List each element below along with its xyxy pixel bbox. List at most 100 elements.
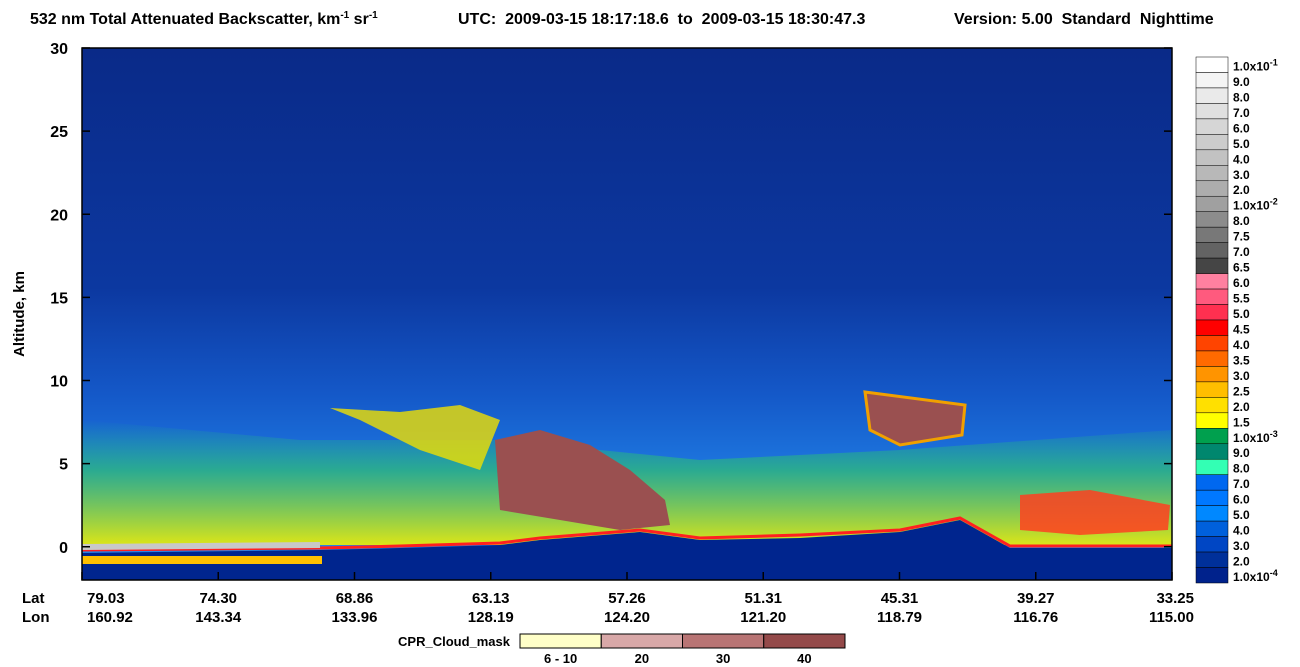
lon-tick-label: 116.76 bbox=[1013, 609, 1058, 626]
colorbar-cell bbox=[1195, 103, 1229, 120]
colorbar-label: 8.0 bbox=[1233, 90, 1250, 104]
aerosol bbox=[1020, 490, 1170, 535]
colorbar-label: 7.0 bbox=[1233, 245, 1250, 259]
colorbar-cell bbox=[1195, 180, 1229, 197]
colorbar-cell bbox=[1195, 56, 1229, 73]
colorbar-label: 9.0 bbox=[1233, 75, 1250, 89]
colorbar-cell bbox=[1195, 350, 1229, 367]
cloud-mask-cell bbox=[600, 633, 683, 649]
utc-range: UTC: 2009-03-15 18:17:18.6 to 2009-03-15… bbox=[458, 11, 865, 28]
ground bbox=[82, 520, 1172, 580]
colorbar-label: 4.0 bbox=[1233, 524, 1250, 538]
surface-return bbox=[81, 542, 321, 550]
colorbar-cell bbox=[1195, 165, 1229, 182]
colorbar-label: 8.0 bbox=[1233, 214, 1250, 228]
colorbar-label-text: 1.0x10 bbox=[1233, 59, 1270, 73]
colorbar-label: 5.5 bbox=[1233, 292, 1250, 306]
colorbar-label: 8.0 bbox=[1233, 462, 1250, 476]
y-tick-label: 0 bbox=[59, 540, 68, 557]
colorbar-label: 6.0 bbox=[1233, 493, 1250, 507]
colorbar-label: 1.0x10-1 bbox=[1233, 57, 1278, 73]
colorbar-cell bbox=[1195, 288, 1229, 305]
colorbar-label: 2.5 bbox=[1233, 384, 1250, 398]
colorbar-cell bbox=[1195, 149, 1229, 166]
colorbar-cell bbox=[1195, 304, 1229, 321]
cloud-mask-label: 20 bbox=[635, 651, 649, 666]
colorbar-label: 3.0 bbox=[1233, 539, 1250, 553]
colorbar-label: 1.5 bbox=[1233, 415, 1250, 429]
surface-band bbox=[82, 556, 322, 564]
colorbar-cell bbox=[1195, 242, 1229, 259]
cloud-mask-cell bbox=[763, 633, 846, 649]
colorbar-label-sup: -1 bbox=[1270, 57, 1278, 67]
colorbar-cell bbox=[1195, 366, 1229, 383]
lon-tick-label: 124.20 bbox=[604, 609, 650, 626]
cloud-mask-cell bbox=[682, 633, 765, 649]
title-sup: -1 bbox=[340, 10, 349, 21]
lon-tick-label: 160.92 bbox=[87, 609, 133, 626]
colorbar-label: 3.5 bbox=[1233, 353, 1250, 367]
colorbar-cell bbox=[1195, 134, 1229, 151]
colorbar-cell bbox=[1195, 458, 1229, 475]
colorbar-label: 2.0 bbox=[1233, 400, 1250, 414]
colorbar-cell bbox=[1195, 397, 1229, 414]
cloud bbox=[330, 405, 500, 470]
lon-tick-label: 121.20 bbox=[740, 609, 786, 626]
title-text: 532 nm Total Attenuated Backscatter, km bbox=[30, 11, 340, 28]
y-tick-label: 15 bbox=[50, 290, 68, 307]
colorbar-label-sup: -3 bbox=[1270, 429, 1278, 439]
colorbar-label: 5.0 bbox=[1233, 307, 1250, 321]
colorbar-cell bbox=[1195, 118, 1229, 135]
cloud bbox=[863, 390, 967, 447]
colorbar-label: 7.0 bbox=[1233, 106, 1250, 120]
title-sup: -1 bbox=[369, 10, 378, 21]
colorbar-label: 1.0x10-3 bbox=[1233, 429, 1278, 445]
colorbar-label: 3.0 bbox=[1233, 168, 1250, 182]
colorbar-label: 1.0x10-2 bbox=[1233, 197, 1278, 213]
colorbar-label-text: 1.0x10 bbox=[1233, 199, 1270, 213]
cloud bbox=[495, 430, 670, 530]
lat-tick-label: 45.31 bbox=[881, 590, 919, 607]
colorbar-label: 2.0 bbox=[1233, 555, 1250, 569]
lon-tick-label: 128.19 bbox=[468, 609, 514, 626]
cloud-mask-label: 30 bbox=[716, 651, 730, 666]
lat-tick-label: 63.13 bbox=[472, 590, 510, 607]
title: 532 nm Total Attenuated Backscatter, km-… bbox=[30, 10, 378, 28]
colorbar-label: 2.0 bbox=[1233, 183, 1250, 197]
colorbar-cell bbox=[1195, 489, 1229, 506]
colorbar-label: 6.0 bbox=[1233, 121, 1250, 135]
colorbar-cell bbox=[1195, 273, 1229, 290]
colorbar-cell bbox=[1195, 551, 1229, 568]
colorbar-cell bbox=[1195, 211, 1229, 228]
lat-tick-label: 51.31 bbox=[744, 590, 782, 607]
lat-tick-label: 33.25 bbox=[1156, 590, 1194, 607]
cloud-mask-cell bbox=[519, 633, 602, 649]
y-tick-label: 30 bbox=[50, 41, 68, 58]
colorbar-label: 7.0 bbox=[1233, 477, 1250, 491]
version: Version: 5.00 Standard Nighttime bbox=[954, 11, 1214, 28]
lat-tick-label: 39.27 bbox=[1017, 590, 1055, 607]
colorbar-cell bbox=[1195, 195, 1229, 212]
colorbar-cell bbox=[1195, 505, 1229, 522]
colorbar-label: 9.0 bbox=[1233, 446, 1250, 460]
y-tick-label: 5 bbox=[59, 457, 68, 474]
colorbar-cell bbox=[1195, 335, 1229, 352]
colorbar-label: 4.5 bbox=[1233, 322, 1250, 336]
colorbar-label: 6.5 bbox=[1233, 261, 1250, 275]
backscatter-field bbox=[81, 48, 1172, 580]
colorbar-cell bbox=[1195, 226, 1229, 243]
colorbar-label-text: 1.0x10 bbox=[1233, 570, 1270, 584]
cloud-mask-label: 6 - 10 bbox=[544, 651, 577, 666]
lat-label: Lat bbox=[22, 590, 45, 607]
colorbar-label: 4.0 bbox=[1233, 152, 1250, 166]
colorbar-cell bbox=[1195, 381, 1229, 398]
colorbar-cell bbox=[1195, 428, 1229, 445]
cloud-mask-label: 40 bbox=[797, 651, 811, 666]
colorbar-label-sup: -4 bbox=[1270, 568, 1278, 578]
colorbar-label: 4.0 bbox=[1233, 338, 1250, 352]
colorbar-cell bbox=[1195, 520, 1229, 537]
title-text: sr bbox=[349, 11, 369, 28]
y-tick-label: 20 bbox=[50, 207, 68, 224]
y-tick-label: 10 bbox=[50, 374, 68, 391]
